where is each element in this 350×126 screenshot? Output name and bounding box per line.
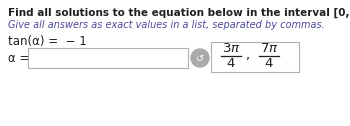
Text: α =: α =	[8, 52, 29, 65]
Text: $3\pi$: $3\pi$	[222, 42, 240, 55]
FancyBboxPatch shape	[28, 48, 188, 68]
FancyBboxPatch shape	[211, 42, 299, 72]
Text: $4$: $4$	[264, 57, 274, 70]
Text: Find all solutions to the equation below in the interval [0, 2π).: Find all solutions to the equation below…	[8, 8, 350, 18]
Text: $7\pi$: $7\pi$	[260, 42, 278, 55]
Text: $\circlearrowleft$: $\circlearrowleft$	[194, 53, 206, 62]
Text: $4$: $4$	[226, 57, 236, 70]
Text: tan(α) =  − 1: tan(α) = − 1	[8, 35, 87, 48]
Circle shape	[191, 49, 209, 67]
Text: Give all answers as exact values in a list, separated by commas.: Give all answers as exact values in a li…	[8, 20, 325, 30]
Text: ,: ,	[245, 49, 249, 61]
